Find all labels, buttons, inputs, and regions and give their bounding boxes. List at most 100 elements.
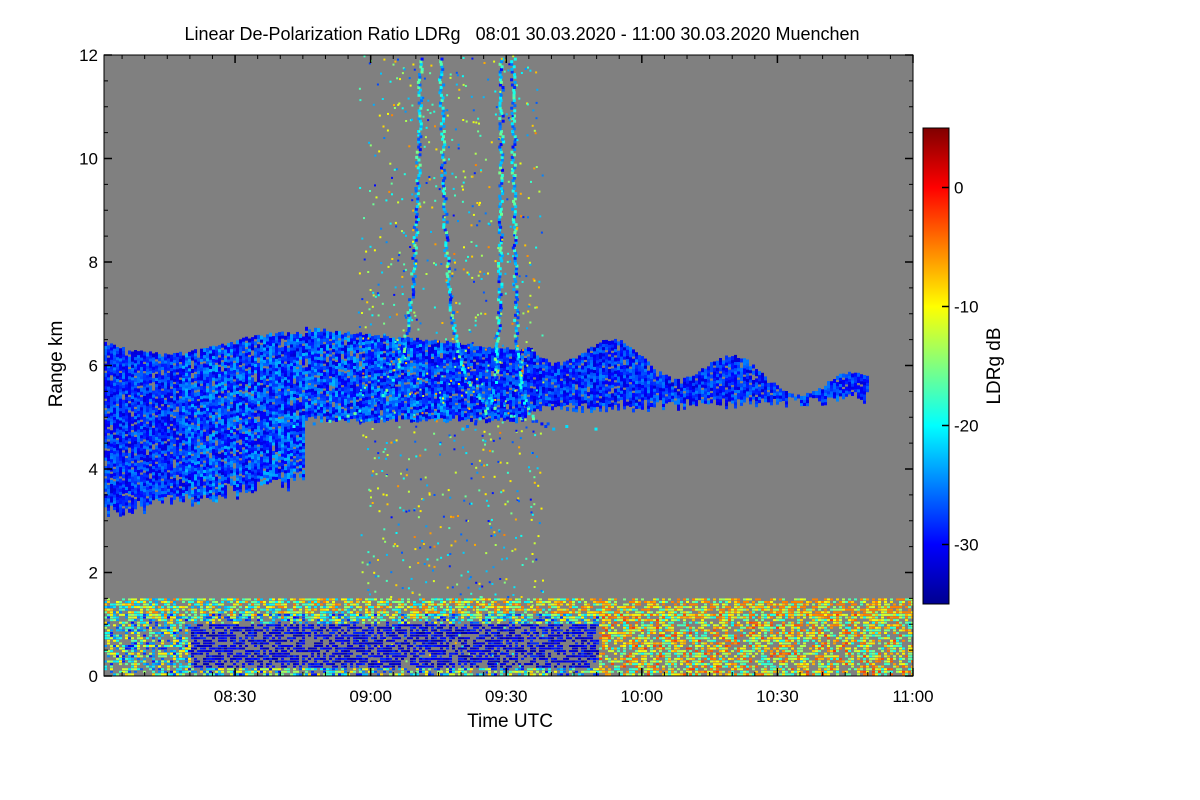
cloud-cell — [161, 449, 164, 454]
cloud-cell — [365, 402, 368, 407]
cloud-cell — [212, 345, 215, 350]
cloud-cell — [188, 432, 191, 437]
cloud-cell — [245, 470, 248, 475]
cloud-cell — [332, 338, 335, 343]
cloud-cell — [308, 366, 311, 371]
cloud-cell — [563, 364, 566, 369]
cloud-cell — [296, 378, 299, 383]
cloud-cell — [167, 379, 170, 384]
cloud-cell — [476, 346, 479, 351]
cloud-cell — [227, 433, 230, 438]
cloud-cell — [200, 448, 203, 452]
cloud-cell — [308, 375, 311, 380]
cloud-cell — [248, 468, 251, 473]
cloud-cell — [536, 374, 539, 379]
cloud-cell — [119, 391, 122, 396]
cloud-cell — [107, 370, 110, 375]
cloud-cell — [413, 343, 416, 348]
cloud-cell — [137, 453, 140, 458]
cloud-cell — [116, 499, 119, 504]
cloud-cell — [377, 394, 380, 399]
cloud-cell — [434, 339, 437, 344]
cloud-cell — [260, 441, 263, 446]
cloud-cell — [230, 404, 233, 409]
cloud-cell — [188, 404, 191, 409]
cloud-cell — [473, 405, 476, 410]
cloud-cell — [353, 414, 356, 419]
cloud-cell — [116, 387, 119, 392]
cloud-cell — [320, 381, 323, 386]
cloud-cell — [554, 393, 557, 398]
cloud-cell — [314, 334, 317, 338]
cloud-cell — [422, 356, 425, 361]
cloud-cell — [260, 344, 263, 349]
cloud-cell — [263, 433, 266, 438]
cloud-cell — [524, 348, 527, 353]
cloud-cell — [386, 364, 389, 369]
cloud-cell — [272, 404, 275, 409]
cloud-cell — [290, 405, 293, 410]
cloud-cell — [278, 372, 281, 377]
cloud-cell — [365, 365, 368, 369]
cloud-cell — [110, 455, 113, 460]
cloud-cell — [539, 360, 542, 365]
cloud-cell — [170, 447, 173, 452]
cloud-cell — [377, 353, 380, 358]
cloud-cell — [173, 405, 176, 410]
cloud-cell — [269, 357, 272, 362]
cloud-cell — [230, 391, 233, 396]
cloud-cell — [293, 405, 296, 410]
cloud-cell — [203, 438, 206, 442]
cloud-cell — [137, 375, 140, 380]
cloud-cell — [248, 369, 251, 374]
cloud-cell — [182, 417, 185, 422]
cloud-cell — [104, 404, 107, 408]
cloud-cell — [113, 493, 116, 498]
cloud-cell — [464, 416, 467, 421]
cloud-cell — [425, 342, 428, 347]
cloud-cell — [575, 374, 578, 379]
cloud-cell — [335, 334, 338, 338]
cloud-cell — [464, 394, 467, 399]
cloud-cell — [200, 476, 203, 480]
cloud-cell — [242, 368, 245, 373]
cloud-cell — [527, 396, 530, 401]
cloud-cell — [119, 432, 122, 436]
cloud-cell — [482, 362, 485, 367]
cloud-cell — [281, 381, 284, 386]
cloud-cell — [185, 372, 188, 377]
cloud-cell — [308, 348, 311, 352]
cloud-cell — [221, 446, 224, 451]
cloud-cell — [146, 361, 149, 366]
cloud-cell — [596, 393, 599, 398]
cloud-cell — [239, 401, 242, 406]
cloud-cell — [341, 350, 344, 354]
cloud-cell — [260, 354, 263, 359]
cloud-cell — [371, 382, 374, 387]
cloud-cell — [110, 501, 113, 506]
cloud-cell — [254, 406, 257, 411]
cloud-cell — [464, 344, 467, 349]
cloud-cell — [335, 371, 338, 376]
cloud-cell — [362, 384, 365, 389]
cloud-cell — [233, 421, 236, 426]
cloud-cell — [200, 457, 203, 462]
cloud-cell — [254, 388, 257, 392]
cloud-cell — [140, 480, 143, 485]
cloud-cell — [593, 356, 596, 361]
cloud-cell — [143, 451, 146, 455]
cloud-cell — [470, 402, 473, 407]
cloud-cell — [359, 382, 362, 386]
cloud-cell — [239, 488, 242, 493]
cloud-cell — [230, 428, 233, 433]
cloud-cell — [362, 362, 365, 367]
cloud-cell — [377, 350, 380, 355]
cloud-cell — [551, 393, 554, 398]
cloud-cell — [566, 363, 569, 368]
cloud-cell — [188, 364, 191, 369]
cloud-cell — [209, 439, 212, 444]
cloud-cell — [182, 398, 185, 403]
cloud-cell — [263, 442, 266, 447]
cloud-cell — [407, 415, 410, 420]
cloud-cell — [227, 398, 230, 403]
